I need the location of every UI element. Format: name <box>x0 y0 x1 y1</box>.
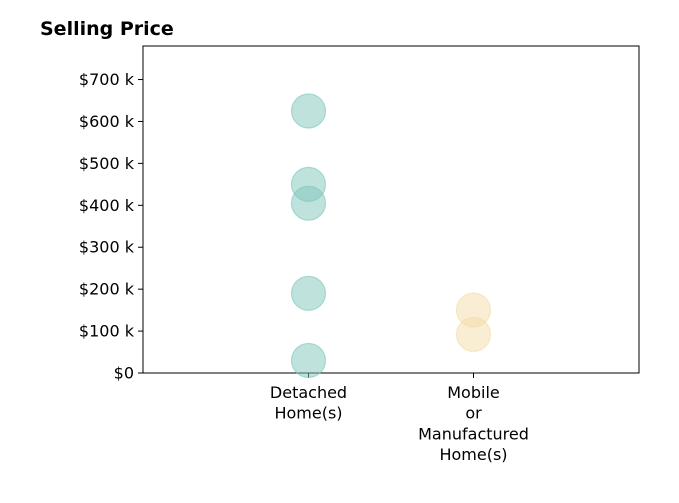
x-tick-label: Detached Home(s) <box>270 383 347 423</box>
y-tick-label: $400 k <box>79 196 135 215</box>
y-axis: $0 $100 k $200 k $300 k $400 k $500 k $600 k $7… <box>79 70 143 383</box>
data-point <box>290 185 327 221</box>
x-axis: Detached Home(s) Mobile or Manufactured Home(… <box>270 373 529 464</box>
y-tick-label: $300 k <box>79 238 135 257</box>
x-tick-label: Mobile or Manufactured Home(s) <box>418 383 529 464</box>
data-point <box>290 342 327 379</box>
data-point <box>290 275 327 311</box>
y-tick-label: $0 <box>114 364 134 383</box>
data-point <box>290 93 327 129</box>
y-tick-label: $100 k <box>79 322 135 341</box>
y-tick-label: $700 k <box>79 70 135 89</box>
y-tick-label: $600 k <box>79 112 135 131</box>
y-tick-label: $200 k <box>79 280 135 299</box>
y-tick-label: $500 k <box>79 154 135 173</box>
data-point <box>455 316 492 353</box>
data-points <box>290 93 492 379</box>
plot-frame <box>142 45 640 374</box>
chart-title: Selling Price <box>40 18 174 40</box>
